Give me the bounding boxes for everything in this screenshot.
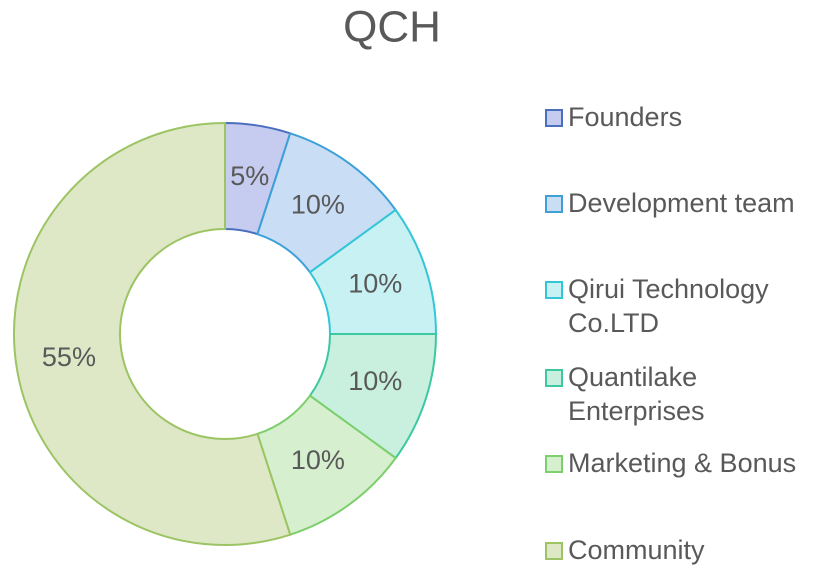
data-label: 10% bbox=[291, 445, 345, 475]
data-label: 10% bbox=[291, 189, 345, 219]
legend-label: Marketing & Bonus bbox=[568, 448, 797, 478]
legend-swatch bbox=[545, 195, 563, 213]
legend-label: Development team bbox=[568, 188, 795, 218]
legend-label: Founders bbox=[568, 102, 683, 132]
legend-item: Qirui Technology Co.LTD bbox=[545, 272, 840, 340]
legend-item: Community bbox=[545, 533, 840, 565]
legend-label: Qirui Technology Co.LTD bbox=[568, 274, 769, 338]
legend-swatch bbox=[545, 369, 563, 387]
data-label: 10% bbox=[348, 268, 402, 298]
legend-swatch bbox=[545, 542, 563, 560]
legend-item: Marketing & Bonus bbox=[545, 446, 840, 480]
legend-swatch bbox=[545, 109, 563, 127]
data-label: 55% bbox=[42, 342, 96, 372]
legend-swatch bbox=[545, 281, 563, 299]
donut-slice bbox=[13, 121, 292, 546]
legend-label: Community bbox=[568, 535, 705, 565]
legend-item: Founders bbox=[545, 100, 840, 134]
data-label: 5% bbox=[230, 161, 269, 191]
data-label: 10% bbox=[348, 366, 402, 396]
legend-item: Quantilake Enterprises bbox=[545, 360, 840, 428]
legend-item: Development team bbox=[545, 186, 840, 220]
chart-title: QCH bbox=[343, 3, 441, 52]
legend-label: Quantilake Enterprises bbox=[568, 362, 705, 426]
legend-swatch bbox=[545, 455, 563, 473]
